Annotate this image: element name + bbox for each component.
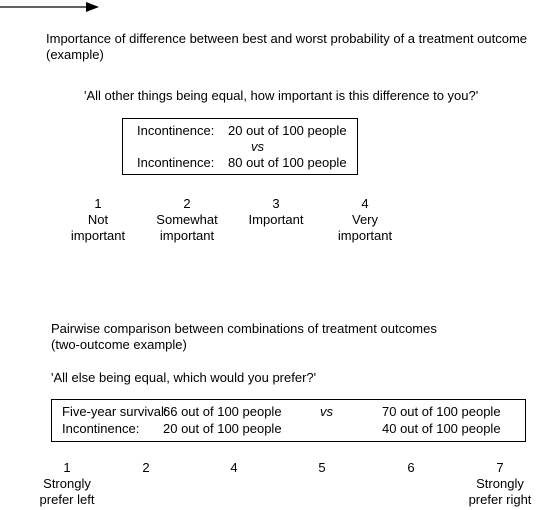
importance-option-1: 1 Not important	[71, 196, 125, 244]
box1-row2-value: 80 out of 100 people	[228, 155, 347, 170]
preference-option-number: 7	[496, 460, 504, 475]
importance-option-label: important	[159, 228, 215, 243]
importance-option-number: 1	[94, 196, 102, 211]
section2-title-line1: Pairwise comparison between combinations…	[51, 321, 437, 336]
importance-option-label: important	[70, 228, 126, 243]
importance-option-number: 2	[183, 196, 191, 211]
preference-option-label: prefer right	[468, 492, 532, 507]
importance-option-number: 4	[361, 196, 369, 211]
box2-row1-right: 70 out of 100 people	[382, 404, 501, 419]
box2-row1-label: Five-year survival:	[62, 404, 168, 419]
preference-option-number: 1	[63, 460, 71, 475]
box1-row1-value: 20 out of 100 people	[228, 123, 347, 138]
section1-comparison-box: Incontinence: 20 out of 100 people vs In…	[122, 118, 358, 175]
section2-title: Pairwise comparison between combinations…	[51, 321, 437, 353]
section2-title-line2: (two-outcome example)	[51, 337, 187, 352]
importance-option-number: 3	[272, 196, 280, 211]
preference-option-4: 4	[230, 460, 237, 476]
importance-option-2: 2 Somewhat important	[156, 196, 217, 244]
preference-option-1: 1 Strongly prefer left	[40, 460, 95, 508]
box1-row1-label: Incontinence:	[137, 123, 215, 138]
preference-option-number: 2	[142, 460, 150, 475]
arrow-icon	[0, 2, 99, 12]
section1-title-line1: Importance of difference between best an…	[46, 31, 528, 46]
box2-row2-right: 40 out of 100 people	[382, 421, 501, 436]
box2-row2-left: 20 out of 100 people	[163, 421, 282, 436]
preference-option-6: 6	[407, 460, 414, 476]
importance-option-label: Somewhat	[156, 212, 218, 227]
section1-question: 'All other things being equal, how impor…	[84, 88, 479, 103]
preference-option-number: 4	[230, 460, 238, 475]
preference-option-7: 7 Strongly prefer right	[469, 460, 532, 508]
section2-comparison-box: Five-year survival: 66 out of 100 people…	[51, 399, 526, 442]
preference-option-label: Strongly	[476, 476, 524, 491]
box2-vs: vs	[320, 404, 333, 419]
preference-option-label: Strongly	[43, 476, 91, 491]
importance-option-label: Very	[351, 212, 379, 227]
section1-title-line2: (example)	[46, 47, 104, 62]
preference-option-number: 5	[318, 460, 326, 475]
importance-option-label: Not	[87, 212, 109, 227]
importance-option-3: 3 Important	[249, 196, 304, 228]
section2-question: 'All else being equal, which would you p…	[51, 370, 317, 385]
preference-option-5: 5	[318, 460, 325, 476]
importance-option-label: important	[337, 228, 393, 243]
importance-option-label: Important	[248, 212, 304, 227]
preference-option-label: prefer left	[39, 492, 95, 507]
preference-option-2: 2	[142, 460, 149, 476]
section1-title: Importance of difference between best an…	[46, 31, 556, 63]
importance-option-4: 4 Very important	[338, 196, 392, 244]
preference-option-number: 6	[407, 460, 415, 475]
box2-row2-label: Incontinence:	[62, 421, 140, 436]
box2-row1-left: 66 out of 100 people	[163, 404, 282, 419]
box1-row2-label: Incontinence:	[137, 155, 215, 170]
box1-vs: vs	[251, 139, 264, 154]
